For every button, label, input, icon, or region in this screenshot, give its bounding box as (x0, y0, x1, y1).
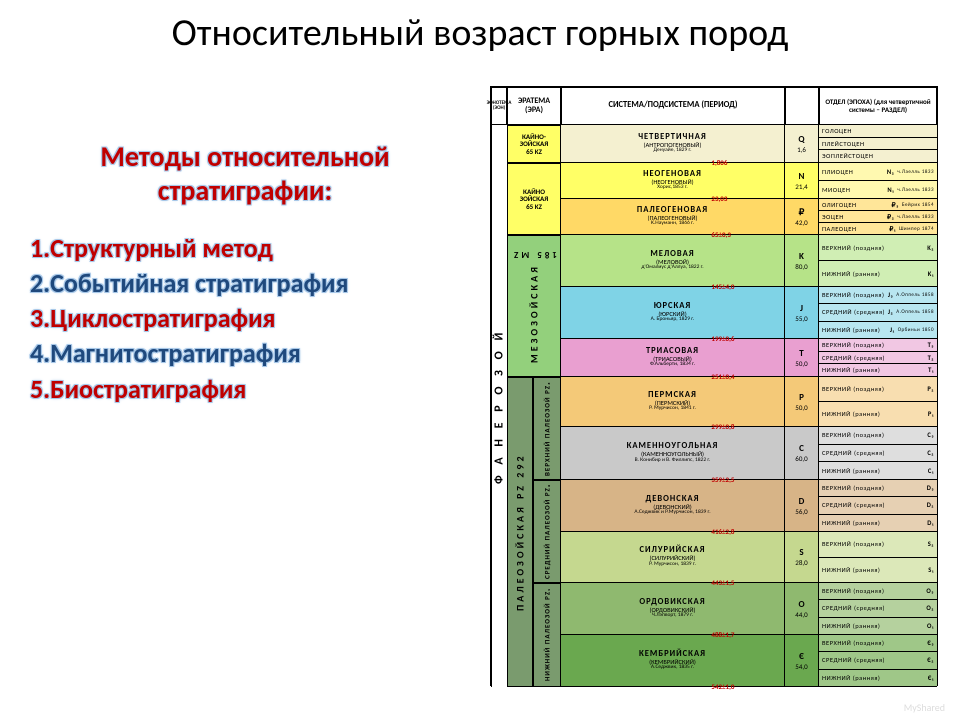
boundary-age: 299±0,8 (711, 422, 734, 431)
geologic-table: ЭОНОТЕМА(ЭОН) ЭРАТЕМА (ЭРА) СИСТЕМА/ПОДС… (490, 86, 938, 686)
period-row: КАМЕННОУГОЛЬНАЯ(КАМЕННОУГОЛЬНЫЙ)В. Кониб… (561, 427, 937, 480)
geo-table-body: Ф А Н Е Р О З О ЙКАЙНО-ЗОЙСКАЯ65 KZКАЙНО… (491, 125, 937, 687)
epoch-cell: ВЕРХНИЙ (поздняя)P₂ (819, 377, 937, 402)
epoch-cell: ВЕРХНИЙ (поздняя)D₃ (819, 480, 937, 497)
epoch-cell: НИЖНИЙ (ранняя)J₁Орбиньи 1850 (819, 322, 937, 338)
method-item: 2.Событийная стратиграфия (30, 266, 460, 301)
epoch-cell: ПАЛЕОЦЕН₽₁Шимпер 1874 (819, 223, 937, 234)
period-row: НЕОГЕНОВАЯ(НЕОГЕНОВЫЙ)Хорис,1853 г.N21,4… (561, 163, 937, 199)
period-row: ЮРСКАЯ(ЮРСКИЙ)А. Броньяр, 1829 г.J55,0ВЕ… (561, 287, 937, 339)
boundary-age: 416±2,8 (711, 527, 734, 536)
epoch-cell: НИЖНИЙ (ранняя)D₁ (819, 515, 937, 531)
period-row: ПЕРМСКАЯ(ПЕРМСКИЙ)Р. Мурчисон, 1841 г.P5… (561, 377, 937, 427)
epoch-cell: ПЛИОЦЕНN₂ч.Лаелль 1833 (819, 163, 937, 181)
epoch-cell: ВЕРХНИЙ (поздняя)Є₃ (819, 635, 937, 652)
epoch-cell: СРЕДНИЙ (средняя)J₂А.Оппель 1858 (819, 304, 937, 321)
epoch-cell: ЭОПЛЕЙСТОЦЕН (819, 150, 937, 162)
period-row: СИЛУРИЙСКАЯ(СИЛУРИЙСКИЙ)Р. Мурчисон, 183… (561, 532, 937, 583)
period-row: ДЕВОНСКАЯ(ДЕВОНСКИЙ)А.Седжвик и Р.Мурчис… (561, 480, 937, 532)
epoch-cell: ПЛЕЙСТОЦЕН (819, 138, 937, 151)
epoch-cell: НИЖНИЙ (ранняя)K₁ (819, 261, 937, 286)
epoch-cell: НИЖНИЙ (ранняя)S₁ (819, 558, 937, 583)
boundary-age: 65±0,3 (711, 230, 730, 239)
geo-table-header: ЭОНОТЕМА(ЭОН) ЭРАТЕМА (ЭРА) СИСТЕМА/ПОДС… (491, 87, 937, 125)
methods-block: Методы относительной стратиграфии: 1.Стр… (30, 140, 460, 407)
eon-column: Ф А Н Е Р О З О Й (491, 125, 507, 687)
epoch-cell: НИЖНИЙ (ранняя)Є₁ (819, 670, 937, 686)
boundary-age: 1,806 (711, 158, 727, 167)
epoch-cell: ОЛИГОЦЕН₽₃Бейрих 1854 (819, 199, 937, 211)
boundary-age: 199±0,6 (711, 334, 734, 343)
method-item: 3.Циклостратиграфия (30, 301, 460, 336)
boundary-age: 443±1,5 (711, 578, 734, 587)
boundary-age: 488±1,7 (711, 630, 734, 639)
epoch-cell: НИЖНИЙ (ранняя)P₁ (819, 402, 937, 426)
era-column: КАЙНО-ЗОЙСКАЯ65 KZКАЙНО ЗОЙСКАЯ65 KZМЕЗО… (507, 125, 561, 687)
epoch-cell: СРЕДНИЙ (средняя)D₂ (819, 497, 937, 514)
epoch-cell: МИОЦЕНN₁ч.Лаелль 1833 (819, 181, 937, 198)
epoch-cell: СРЕДНИЙ (средняя)Є₂ (819, 652, 937, 669)
epoch-cell: СРЕДНИЙ (средняя)T₂ (819, 352, 937, 365)
boundary-age: 542±1,0 (711, 682, 734, 691)
slide-title: Относительный возраст горных пород (0, 10, 960, 56)
epoch-cell: ВЕРХНИЙ (поздняя)C₃ (819, 427, 937, 445)
era-cell: МЕЗОЗОЙСКАЯ185 MZ (507, 235, 561, 377)
methods-list: 1.Структурный метод2.Событийная стратигр… (30, 231, 460, 406)
epoch-cell: ВЕРХНИЙ (поздняя)O₃ (819, 583, 937, 600)
boundary-age: 23,03 (711, 194, 727, 203)
period-row: ТРИАСОВАЯ(ТРИАСОВЫЙ)Ф.Альберти, 1834 г.T… (561, 339, 937, 377)
epoch-cell: ЭОЦЕН₽₂ч.Лаелль 1833 (819, 211, 937, 223)
boundary-age: 359±2,5 (711, 475, 734, 484)
period-row: ПАЛЕОГЕНОВАЯ(ПАЛЕОГЕНОВЫЙ)К.Науманн, 186… (561, 199, 937, 235)
period-row: ОРДОВИКСКАЯ(ОРДОВИКСКИЙ)Ч.Лэпворт, 1879 … (561, 583, 937, 635)
method-item: 4.Магнитостратиграфия (30, 336, 460, 371)
boundary-age: 145±4,0 (711, 282, 734, 291)
period-row: КЕМБРИЙСКАЯ(КЕМБРИЙСКИЙ)А.Седжвик, 1835 … (561, 635, 937, 687)
epoch-cell: СРЕДНИЙ (средняя)C₂ (819, 445, 937, 463)
epoch-cell: НИЖНИЙ (ранняя)T₁ (819, 364, 937, 376)
era-cell: КАЙНО-ЗОЙСКАЯ65 KZ (507, 125, 561, 163)
epoch-cell: ВЕРХНИЙ (поздняя)J₃А.Оппель 1858 (819, 287, 937, 304)
epoch-cell: СРЕДНИЙ (средняя)O₂ (819, 600, 937, 617)
method-item: 5.Биостратиграфия (30, 372, 460, 407)
epoch-cell: ВЕРХНИЙ (поздняя)T₃ (819, 339, 937, 352)
epoch-cell: ВЕРХНИЙ (поздняя)K₂ (819, 235, 937, 261)
boundary-age: 251±0,4 (711, 372, 734, 381)
era-cell: КАЙНО ЗОЙСКАЯ65 KZ (507, 163, 561, 235)
methods-heading: Методы относительной стратиграфии: (30, 140, 460, 207)
period-row: ЧЕТВЕРТИЧНАЯ(АНТРОПОГЕНОВЫЙ)Денуайе, 182… (561, 125, 937, 163)
epoch-cell: ГОЛОЦЕН (819, 125, 937, 138)
periods-column: ЧЕТВЕРТИЧНАЯ(АНТРОПОГЕНОВЫЙ)Денуайе, 182… (561, 125, 937, 687)
epoch-cell: НИЖНИЙ (ранняя)C₁ (819, 462, 937, 479)
method-item: 1.Структурный метод (30, 231, 460, 266)
watermark: MyShared (904, 701, 945, 714)
period-row: МЕЛОВАЯ(МЕЛОВОЙ)д'Омалиус д'Аллуа, 1822 … (561, 235, 937, 287)
epoch-cell: ВЕРХНИЙ (поздняя)S₂ (819, 532, 937, 558)
epoch-cell: НИЖНИЙ (ранняя)O₁ (819, 618, 937, 634)
